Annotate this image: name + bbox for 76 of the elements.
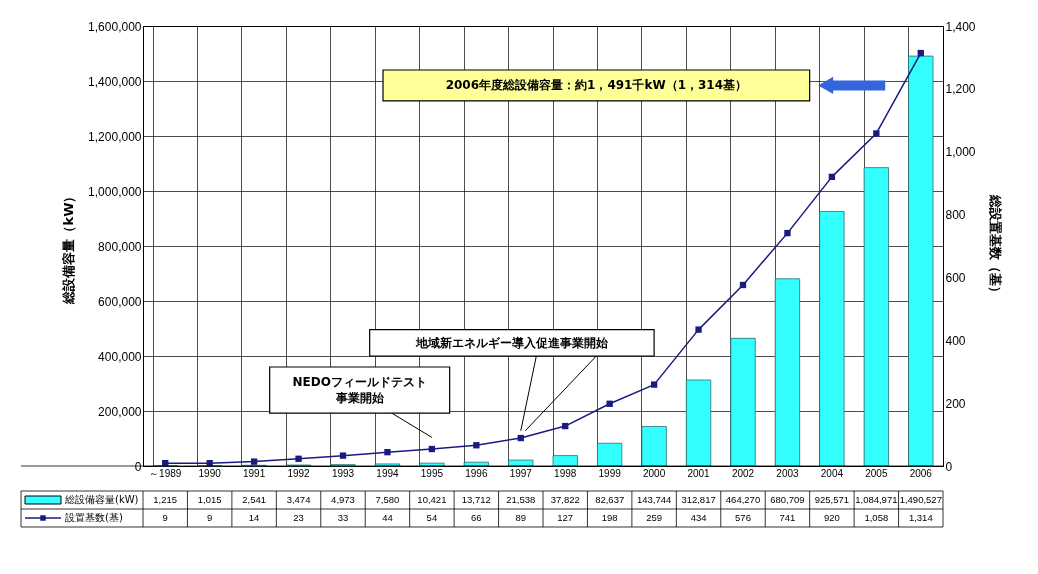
y-tick-label: 200,000 bbox=[98, 404, 142, 419]
annotation: 2006年度総設備容量：約1，491千kW（1，314基） bbox=[445, 78, 748, 93]
data-label: 23 bbox=[293, 512, 304, 523]
x-tick-label: 2000 bbox=[642, 467, 666, 479]
x-tick-label: 2004 bbox=[820, 467, 844, 479]
x-tick-label: 1996 bbox=[465, 467, 488, 479]
data-label: 10,421 bbox=[417, 494, 447, 505]
data-label: 925,571 bbox=[814, 494, 850, 505]
data-label: 89 bbox=[515, 512, 527, 523]
x-tick-label: 1994 bbox=[376, 467, 399, 479]
y-tick-label: 1,400,000 bbox=[88, 74, 142, 89]
legend-label: 設置基数(基) bbox=[65, 512, 123, 523]
y2-tick-label: 600 bbox=[945, 270, 966, 285]
y2-tick-label: 1,200 bbox=[945, 82, 976, 97]
y2-tick-label: 200 bbox=[945, 396, 966, 411]
data-label: 3,474 bbox=[286, 494, 311, 505]
x-tick-label: 2003 bbox=[776, 467, 799, 479]
data-label: 1,215 bbox=[153, 494, 178, 505]
data-label: 920 bbox=[823, 512, 840, 523]
data-label: 82,637 bbox=[595, 494, 625, 505]
y-axis-title: 総設備容量（kW） bbox=[61, 189, 77, 305]
data-label: 33 bbox=[337, 512, 349, 523]
data-label: 44 bbox=[382, 512, 393, 523]
y-tick-label: 400,000 bbox=[98, 349, 142, 364]
data-label: 464,270 bbox=[725, 494, 761, 505]
x-tick-label: 1998 bbox=[554, 467, 577, 479]
data-label: 1,314 bbox=[908, 512, 933, 523]
data-label: 1,015 bbox=[197, 494, 222, 505]
x-tick-label: 1990 bbox=[198, 467, 222, 479]
data-label: 21,538 bbox=[506, 494, 536, 505]
y2-tick-label: 0 bbox=[945, 459, 953, 474]
x-tick-label: 1997 bbox=[509, 467, 533, 479]
x-tick-label: 1993 bbox=[331, 467, 355, 479]
x-tick-label: 2002 bbox=[731, 467, 755, 479]
data-label: 66 bbox=[471, 512, 482, 523]
data-label: 14 bbox=[248, 512, 260, 523]
y2-tick-label: 1,000 bbox=[945, 145, 976, 160]
data-label: 1,058 bbox=[864, 512, 889, 523]
legend-label: 総設備容量(kW) bbox=[64, 494, 139, 505]
y-tick-label: 1,200,000 bbox=[88, 129, 142, 144]
data-label: 2,541 bbox=[242, 494, 266, 505]
data-label: 576 bbox=[735, 512, 751, 523]
x-tick-label: 1995 bbox=[420, 467, 444, 479]
x-tick-label: 1992 bbox=[287, 467, 311, 479]
data-label: 741 bbox=[779, 512, 796, 523]
y2-axis-title: 総設置基数（基） bbox=[987, 193, 1003, 299]
data-label: 4,973 bbox=[331, 494, 355, 505]
data-label: 7,580 bbox=[375, 494, 400, 505]
x-tick-label: 1999 bbox=[598, 467, 622, 479]
data-label: 1,490,527 bbox=[899, 494, 942, 505]
data-label: 143,744 bbox=[636, 494, 672, 505]
data-label: 9 bbox=[162, 512, 168, 523]
x-tick-label: 2006 bbox=[909, 467, 933, 479]
y-tick-label: 600,000 bbox=[98, 294, 142, 309]
y-tick-label: 800,000 bbox=[98, 239, 142, 254]
data-label: 9 bbox=[207, 512, 213, 523]
y2-tick-label: 1,400 bbox=[945, 19, 976, 34]
data-label: 680,709 bbox=[770, 494, 805, 505]
data-label: 37,822 bbox=[550, 494, 580, 505]
data-label: 434 bbox=[690, 512, 707, 523]
x-tick-label: 1991 bbox=[242, 467, 266, 479]
data-label: 1,084,971 bbox=[855, 494, 898, 505]
y-tick-label: 1,600,000 bbox=[88, 19, 142, 34]
data-label: 198 bbox=[601, 512, 618, 523]
y2-tick-label: 400 bbox=[945, 333, 966, 348]
x-tick-label: 2005 bbox=[865, 467, 888, 479]
data-label: 13,712 bbox=[461, 494, 491, 505]
y-tick-label: 0 bbox=[134, 459, 142, 474]
data-label: 259 bbox=[646, 512, 663, 523]
data-label: 54 bbox=[426, 512, 438, 523]
x-tick-label: ～1989 bbox=[149, 467, 182, 479]
y-tick-label: 1,000,000 bbox=[88, 184, 142, 199]
data-label: 127 bbox=[557, 512, 574, 523]
x-tick-label: 2001 bbox=[687, 467, 711, 479]
data-label: 312,817 bbox=[681, 494, 716, 505]
y2-tick-label: 800 bbox=[945, 208, 966, 223]
